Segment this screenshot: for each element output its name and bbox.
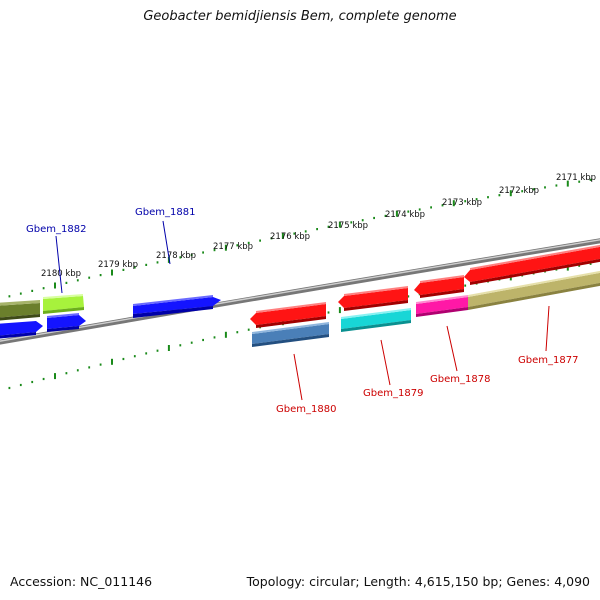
gene-label-gbem-1880: Gbem_1880 <box>276 404 336 415</box>
gene-feature-olive[interactable] <box>0 303 40 318</box>
tick-label: 2172 kbp <box>499 186 539 196</box>
gene-labels: Gbem_1882 Gbem_1881 Gbem_1880 Gbem_1879 … <box>26 207 578 415</box>
feature-cyan[interactable] <box>341 310 411 329</box>
tick-label: 2177 kbp <box>213 242 253 252</box>
gene-gbem-1881[interactable] <box>133 297 221 314</box>
lower-row-features <box>252 270 600 347</box>
feature-steelblue[interactable] <box>252 324 329 344</box>
genome-summary-text: Topology: circular; Length: 4,615,150 bp… <box>246 574 590 589</box>
tick-label: 2171 kbp <box>556 173 596 183</box>
gene-gbem-1878[interactable] <box>414 277 464 295</box>
gene-gbem-1877[interactable] <box>464 246 600 282</box>
tick-label: 2175 kbp <box>328 221 368 231</box>
gene-gbem-1880[interactable] <box>250 304 326 325</box>
tick-label: 2174 kbp <box>385 210 425 220</box>
tick-label: 2173 kbp <box>442 198 482 208</box>
gene-label-gbem-1882: Gbem_1882 <box>26 224 86 235</box>
gene-label-gbem-1877: Gbem_1877 <box>518 355 578 366</box>
reverse-strand-features <box>250 244 600 328</box>
feature-khaki[interactable] <box>468 272 600 307</box>
gene-feature-blue-left[interactable] <box>0 321 43 336</box>
tick-label: 2179 kbp <box>98 260 138 270</box>
tick-label: 2178 kbp <box>156 251 196 261</box>
outer-tick-row <box>8 178 592 298</box>
gene-label-gbem-1881: Gbem_1881 <box>135 207 195 218</box>
gene-label-gbem-1878: Gbem_1878 <box>430 374 490 385</box>
tick-label: 2176 kbp <box>270 232 310 242</box>
gene-gbem-1882[interactable] <box>47 315 86 329</box>
gene-label-gbem-1879: Gbem_1879 <box>363 388 423 399</box>
gene-gbem-1879[interactable] <box>338 288 408 308</box>
gene-feature-lime[interactable] <box>43 296 84 311</box>
forward-strand-features <box>0 294 221 339</box>
genome-title: Geobacter bemidjiensis Bem, complete gen… <box>143 9 457 24</box>
tick-label: 2180 kbp <box>41 269 81 279</box>
feature-magenta[interactable] <box>416 297 468 314</box>
genome-backbone <box>0 238 600 345</box>
accession-text: Accession: NC_011146 <box>10 574 153 589</box>
